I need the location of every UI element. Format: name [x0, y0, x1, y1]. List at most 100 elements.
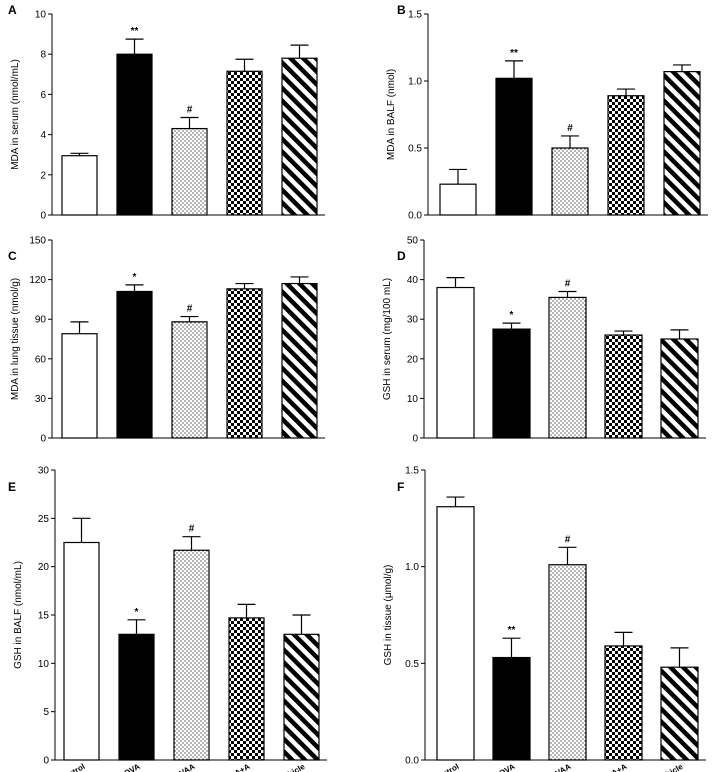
significance-label: # — [187, 105, 193, 116]
bar — [116, 290, 153, 439]
bar — [61, 155, 98, 216]
y-tick-label: 40 — [407, 275, 419, 286]
y-tick-label: 8 — [40, 50, 46, 61]
panel-letter: E — [8, 480, 16, 494]
y-tick-label: 6 — [40, 90, 46, 101]
significance-label: # — [567, 123, 573, 134]
panel-c: 0 30 60 90 120 150 MDA in lung tissue (nmol/g)… — [8, 236, 325, 445]
bar — [281, 282, 318, 439]
bar — [660, 666, 699, 761]
bar — [436, 286, 475, 439]
category-label: OVAA+A — [218, 762, 251, 772]
bar — [436, 506, 475, 761]
bar — [226, 70, 263, 216]
category-label: OVAA — [548, 762, 572, 772]
category-label: OVA — [122, 762, 141, 772]
bar — [281, 57, 318, 216]
bar — [228, 617, 265, 761]
y-tick-label: 0 — [43, 756, 49, 767]
panel-b: 0.0 0.5 1.0 1.5 MDA in BALF (nmol) B ** # — [386, 3, 708, 222]
significance-label: # — [565, 278, 571, 289]
y-tick-label: 120 — [29, 275, 46, 286]
bar — [492, 328, 531, 439]
bar — [492, 656, 531, 761]
category-label: OVA+Vehicle — [638, 762, 685, 772]
bar — [548, 564, 587, 761]
significance-label: * — [510, 310, 514, 321]
significance-label: ** — [510, 48, 518, 59]
significance-label: ** — [131, 26, 139, 37]
panel-letter: A — [8, 3, 17, 17]
bar — [604, 334, 643, 439]
y-tick-label: 2 — [40, 170, 46, 181]
y-tick-label: 30 — [407, 315, 419, 326]
y-axis-label: MDA in BALF (nmol) — [386, 69, 397, 160]
panel-d: 0 10 20 30 40 50 GSH in serum (mg/100 mL) D * # — [382, 236, 706, 445]
panel-letter: D — [397, 249, 406, 263]
y-tick-label: 4 — [40, 130, 46, 141]
bar — [61, 333, 98, 439]
category-label: OVA — [497, 762, 516, 772]
panel-letter: F — [397, 480, 404, 494]
y-tick-label: 1.5 — [408, 10, 422, 21]
y-tick-label: 0 — [412, 434, 418, 445]
y-tick-label: 150 — [29, 236, 46, 247]
category-label: OVA+Vehicle — [260, 762, 307, 772]
significance-label: * — [135, 607, 139, 618]
y-tick-label: 90 — [35, 315, 47, 326]
bar — [171, 321, 208, 439]
y-tick-label: 5 — [43, 707, 49, 718]
significance-label: # — [565, 534, 571, 545]
y-axis-label: GSH in BALF (nmol/mL) — [13, 561, 24, 669]
y-tick-label: 60 — [35, 354, 47, 365]
y-tick-label: 0.5 — [408, 144, 422, 155]
panel-a: 0 2 4 6 8 10 MDA in serum (nmol/mL) A ** # — [8, 3, 325, 222]
y-tick-label: 10 — [407, 394, 419, 405]
y-tick-label: 50 — [407, 236, 419, 247]
panel-letter: B — [397, 3, 406, 17]
bar — [607, 95, 645, 216]
significance-label: # — [187, 304, 193, 315]
bar — [283, 633, 320, 761]
y-tick-label: 10 — [38, 659, 50, 670]
y-tick-label: 0 — [40, 211, 46, 222]
bar — [171, 127, 208, 216]
panel-letter: C — [8, 249, 17, 263]
bar — [116, 53, 153, 216]
bar — [548, 296, 587, 439]
bar — [663, 71, 701, 216]
bar — [495, 77, 533, 216]
y-tick-label: 0.0 — [405, 756, 419, 767]
y-axis-label: MDA in lung tissue (nmol/g) — [10, 278, 21, 400]
significance-label: * — [133, 272, 137, 283]
y-tick-label: 25 — [38, 514, 50, 525]
y-tick-label: 1.5 — [405, 466, 419, 477]
y-tick-label: 30 — [38, 466, 50, 477]
bar — [226, 288, 263, 439]
significance-label: ** — [508, 625, 516, 636]
y-tick-label: 1.0 — [408, 77, 422, 88]
y-axis-label: GSH in tissue (μmol/g) — [383, 565, 394, 666]
bar — [118, 633, 155, 761]
y-tick-label: 15 — [38, 611, 50, 622]
bar — [604, 645, 643, 761]
y-axis-label: GSH in serum (mg/100 mL) — [382, 278, 393, 400]
y-tick-label: 0 — [40, 434, 46, 445]
y-tick-label: 0.5 — [405, 659, 419, 670]
y-tick-label: 30 — [35, 394, 47, 405]
bar — [173, 549, 210, 761]
y-tick-label: 20 — [407, 354, 419, 365]
y-tick-label: 1.0 — [405, 562, 419, 573]
y-tick-label: 0.0 — [408, 211, 422, 222]
bar — [551, 147, 589, 216]
category-label: OVAA+A — [595, 762, 628, 772]
significance-label: # — [189, 524, 195, 535]
bar — [660, 338, 699, 439]
y-tick-label: 20 — [38, 562, 50, 573]
y-axis-label: MDA in serum (nmol/mL) — [10, 59, 21, 170]
bar — [439, 183, 477, 216]
category-label: OVAA — [172, 762, 196, 772]
